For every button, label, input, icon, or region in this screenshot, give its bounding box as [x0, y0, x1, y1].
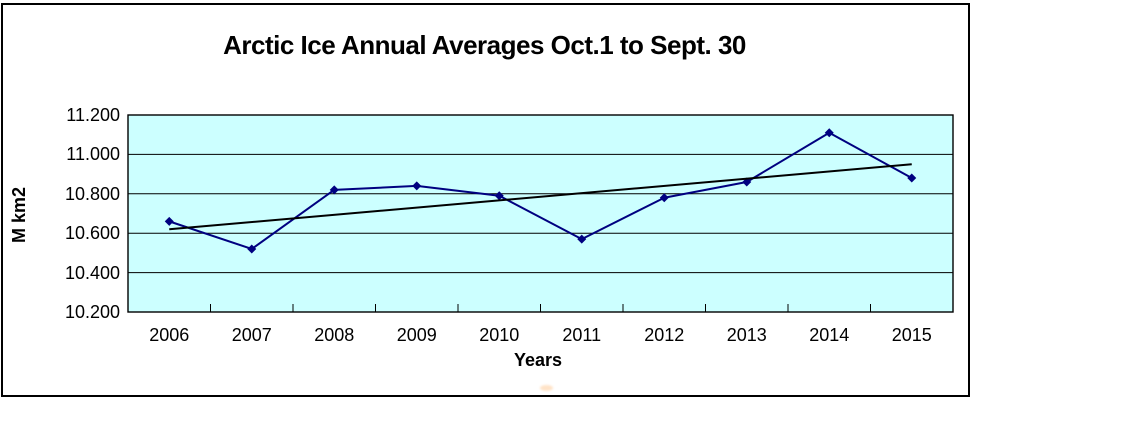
y-tick-label-10.200: 10.200 [64, 302, 120, 322]
y-tick-label-11.000: 11.000 [66, 144, 120, 165]
data-point-2009 [412, 181, 422, 191]
data-point-2015 [907, 173, 917, 183]
x-axis-title: Years [513, 350, 563, 370]
data-point-2006 [164, 216, 174, 226]
x-tick-label-2013: 2013 [726, 325, 767, 345]
y-tick-label-10.800: 10.800 [64, 183, 120, 204]
data-point-2012 [659, 193, 669, 203]
y-axis-title: M km2 [9, 186, 29, 244]
x-tick-label-2014: 2014 [809, 325, 850, 345]
plot-border [127, 114, 954, 313]
chart-title: Arctic Ice Annual Averages Oct.1 to Sept… [223, 30, 746, 60]
x-tick-label-2010: 2010 [479, 325, 520, 345]
data-point-2011 [577, 234, 587, 244]
data-point-2007 [247, 244, 257, 254]
stray-mark-artifact [540, 385, 553, 391]
x-tick-label-2006: 2006 [149, 325, 190, 345]
data-point-2014 [824, 128, 834, 138]
plot-background [128, 115, 953, 312]
y-tick-label-10.600: 10.600 [64, 223, 120, 244]
data-point-2008 [329, 185, 339, 195]
x-tick-label-2012: 2012 [644, 325, 685, 345]
y-tick-label-11.200: 11.200 [66, 105, 120, 125]
x-tick-label-2009: 2009 [396, 325, 437, 345]
trend-line [169, 163, 912, 231]
data-point-2010 [494, 191, 504, 201]
x-tick-label-2008: 2008 [314, 325, 355, 345]
x-tick-label-2011: 2011 [562, 325, 602, 345]
x-tick-label-2007: 2007 [231, 325, 272, 345]
y-tick-label-10.400: 10.400 [64, 262, 120, 283]
x-tick-label-2015: 2015 [891, 325, 932, 345]
